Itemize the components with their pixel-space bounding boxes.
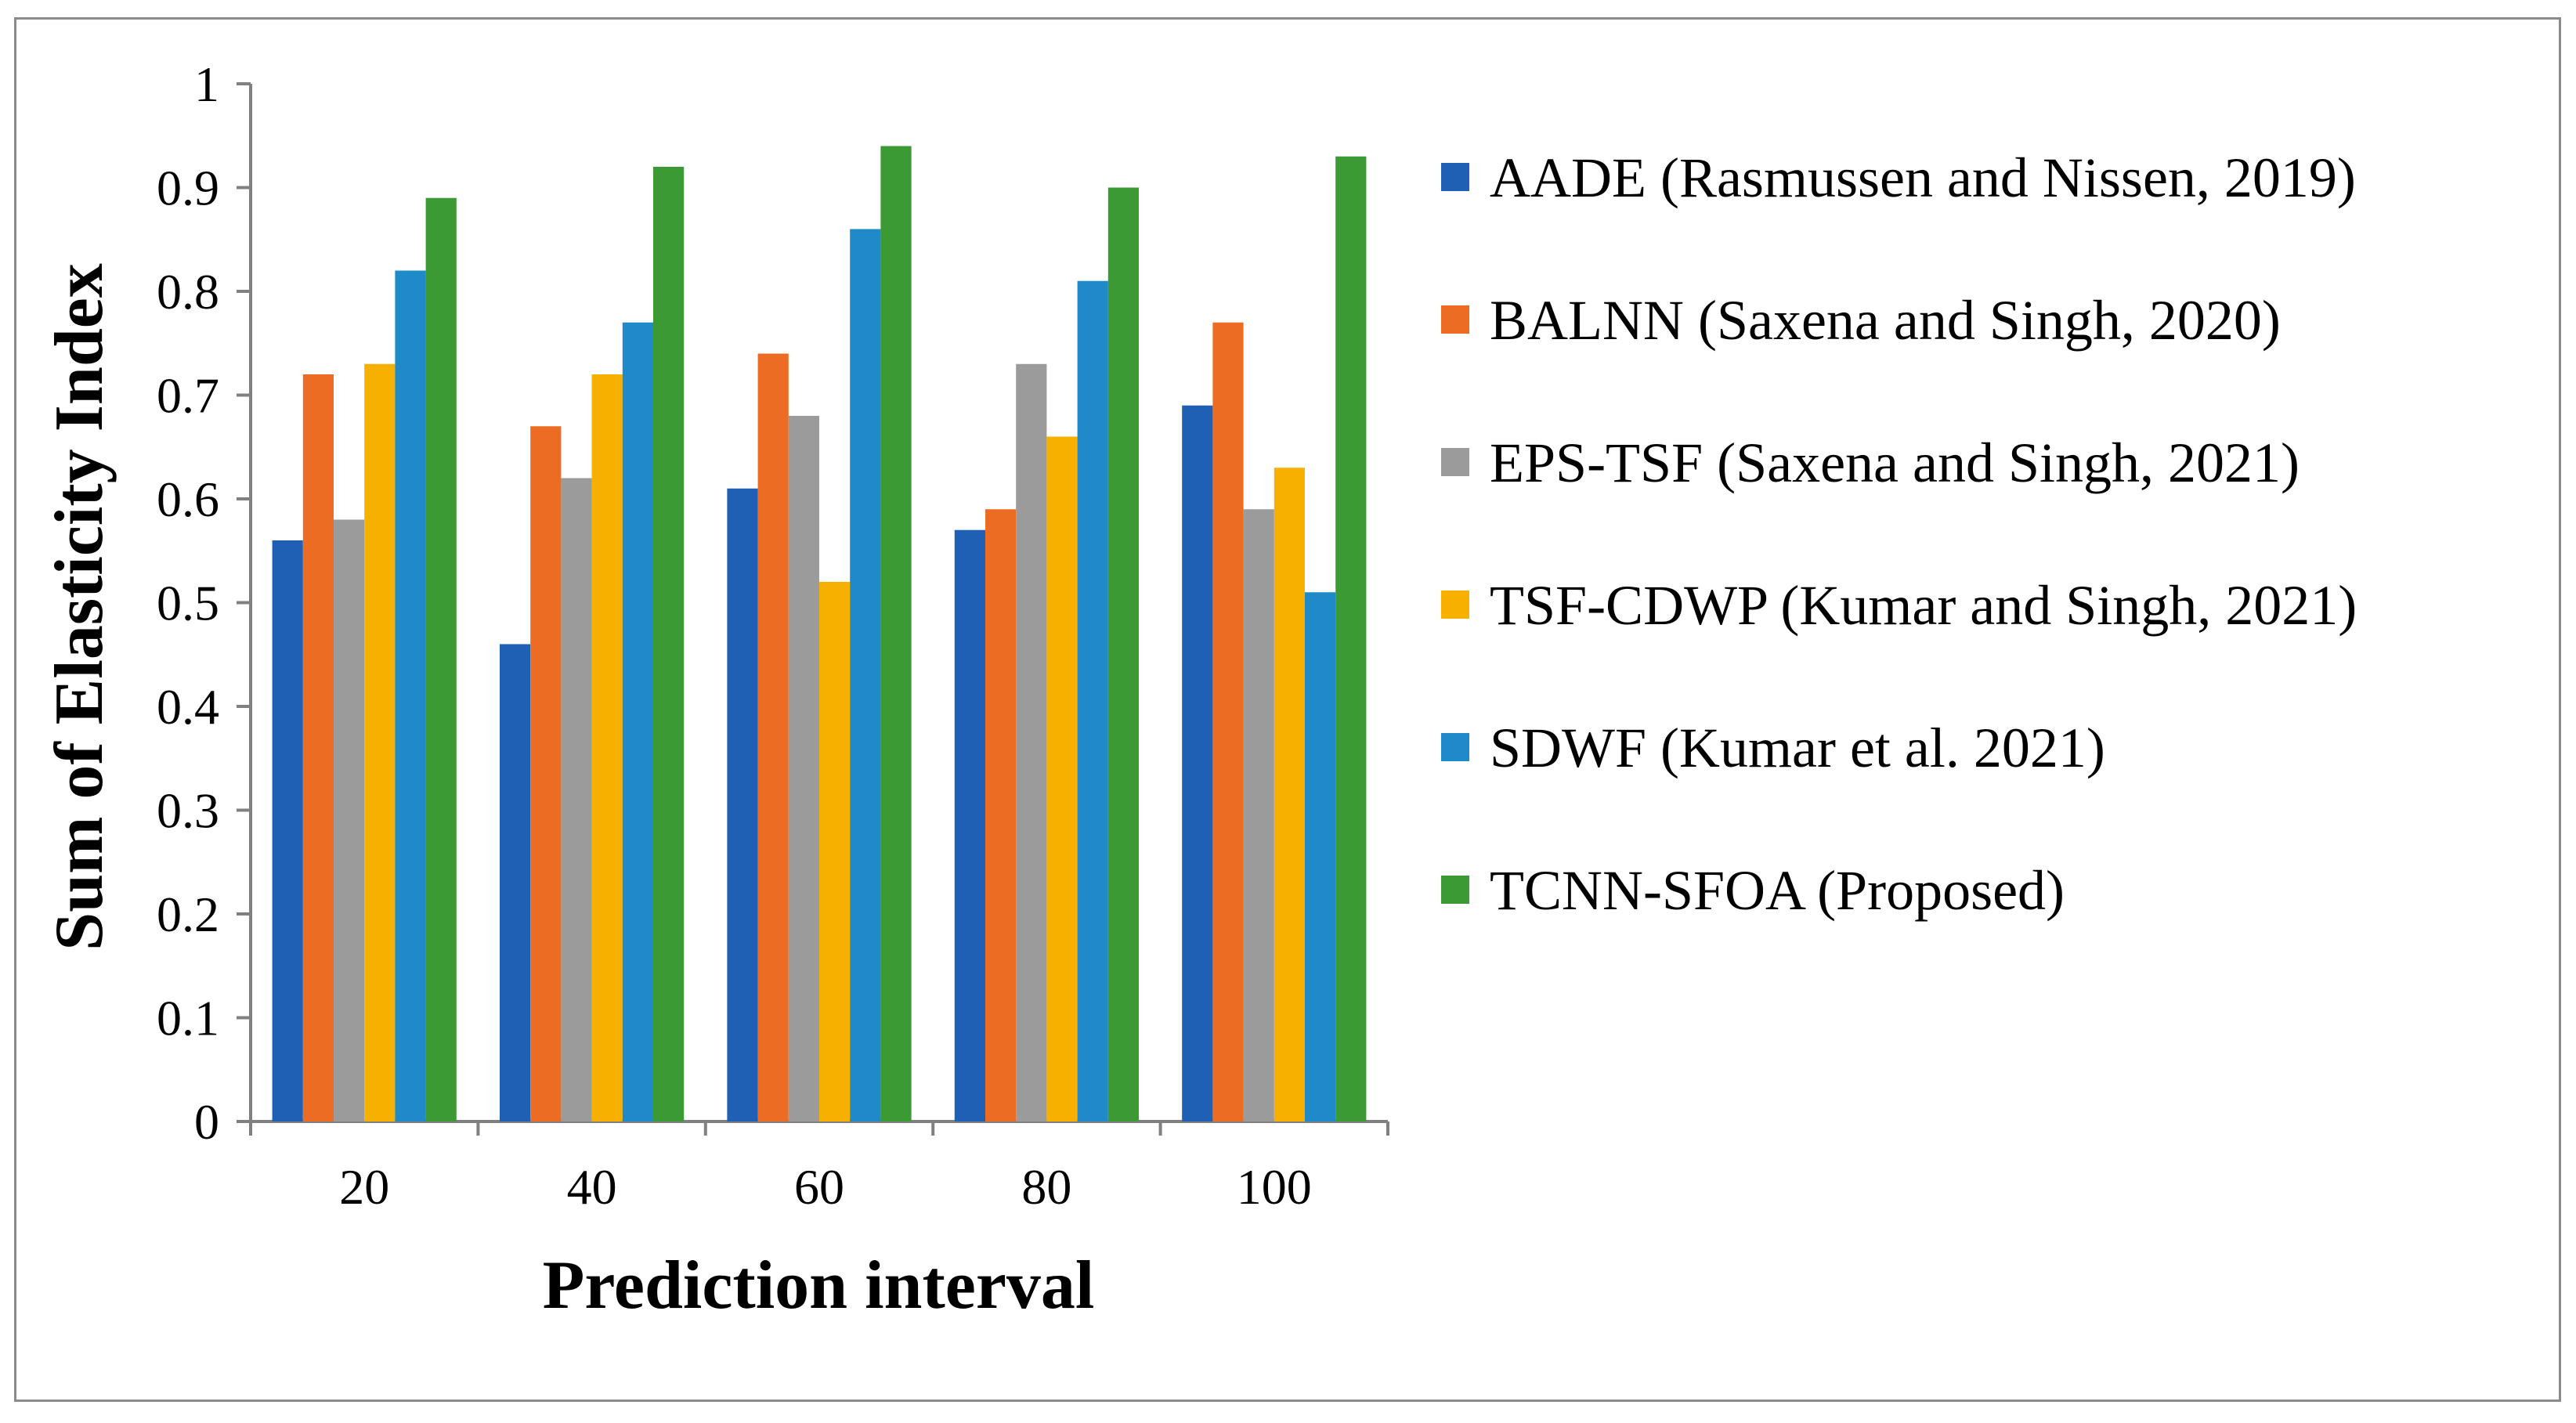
bar-tsf-cdwp-40 — [591, 374, 623, 1121]
bar-balnn-60 — [757, 353, 789, 1121]
bar-tcnn-sfoa-40 — [653, 167, 685, 1121]
bar-aade-20 — [272, 540, 303, 1121]
x-tick-label: 80 — [1021, 1159, 1071, 1215]
bars — [272, 146, 1367, 1121]
y-tick-label: 0.3 — [157, 783, 219, 839]
y-tick-label: 0.6 — [157, 471, 219, 527]
bar-eps-tsf-60 — [788, 416, 819, 1121]
chart-frame — [14, 17, 2561, 1402]
bar-tcnn-sfoa-20 — [425, 197, 457, 1121]
bar-aade-40 — [499, 644, 531, 1121]
y-tick-label: 0.5 — [157, 576, 219, 631]
y-tick-label: 0.7 — [157, 368, 219, 424]
y-tick-label: 0.2 — [157, 887, 219, 942]
legend-swatch — [1441, 591, 1469, 619]
y-tick-label: 0.8 — [157, 264, 219, 320]
bar-tcnn-sfoa-60 — [880, 146, 912, 1121]
legend-label: EPS-TSF (Saxena and Singh, 2021) — [1490, 432, 2300, 494]
bar-balnn-100 — [1212, 322, 1244, 1121]
x-axis-title: Prediction interval — [543, 1248, 1095, 1324]
bar-sdwf-60 — [850, 229, 881, 1121]
bar-tsf-cdwp-60 — [819, 582, 851, 1121]
bar-eps-tsf-100 — [1243, 509, 1274, 1121]
bar-tsf-cdwp-20 — [364, 363, 396, 1121]
bar-balnn-40 — [530, 426, 562, 1121]
y-tick-label: 1 — [194, 56, 219, 112]
x-tick-label: 60 — [794, 1159, 844, 1215]
bar-sdwf-20 — [395, 270, 426, 1121]
bar-sdwf-40 — [622, 322, 654, 1121]
bar-sdwf-80 — [1077, 280, 1108, 1121]
y-axis: 0 0.1 0.2 0.3 0.4 0.5 0.6 0.7 0.8 0.9 1 — [157, 56, 252, 1150]
x-tick-label: 40 — [567, 1159, 617, 1215]
x-tick-label: 20 — [339, 1159, 389, 1215]
legend-label: TCNN-SFOA (Proposed) — [1490, 859, 2065, 922]
bar-eps-tsf-20 — [333, 519, 365, 1121]
legend-swatch — [1441, 448, 1469, 476]
legend-label: AADE (Rasmussen and Nissen, 2019) — [1490, 146, 2356, 209]
x-tick-label: 100 — [1237, 1159, 1312, 1215]
x-axis: 20 40 60 80 100 — [249, 1120, 1389, 1215]
legend-swatch — [1441, 163, 1469, 191]
bar-aade-60 — [727, 488, 758, 1121]
bar-sdwf-100 — [1305, 592, 1336, 1121]
y-axis-title: Sum of Elasticity Index — [42, 263, 117, 951]
legend-label: SDWF (Kumar et al. 2021) — [1490, 717, 2105, 779]
legend-label: TSF-CDWP (Kumar and Singh, 2021) — [1490, 574, 2357, 637]
bar-tcnn-sfoa-100 — [1335, 156, 1367, 1121]
bar-eps-tsf-40 — [561, 478, 592, 1121]
bar-balnn-20 — [302, 374, 334, 1121]
y-tick-label: 0.1 — [157, 991, 219, 1046]
legend: AADE (Rasmussen and Nissen, 2019) BALNN (… — [1441, 146, 2357, 922]
bar-tsf-cdwp-100 — [1274, 468, 1306, 1121]
bar-balnn-80 — [985, 509, 1017, 1121]
legend-swatch — [1441, 876, 1469, 904]
bar-aade-80 — [954, 529, 985, 1121]
bar-tsf-cdwp-80 — [1046, 436, 1078, 1121]
bar-eps-tsf-80 — [1016, 363, 1047, 1121]
legend-swatch — [1441, 733, 1469, 761]
legend-label: BALNN (Saxena and Singh, 2020) — [1490, 289, 2281, 352]
y-tick-label: 0.4 — [157, 679, 219, 735]
bar-tcnn-sfoa-80 — [1107, 187, 1140, 1121]
y-tick-label: 0.9 — [157, 161, 219, 216]
bar-aade-100 — [1182, 405, 1213, 1121]
y-tick-label: 0 — [194, 1094, 219, 1150]
legend-swatch — [1441, 305, 1469, 334]
